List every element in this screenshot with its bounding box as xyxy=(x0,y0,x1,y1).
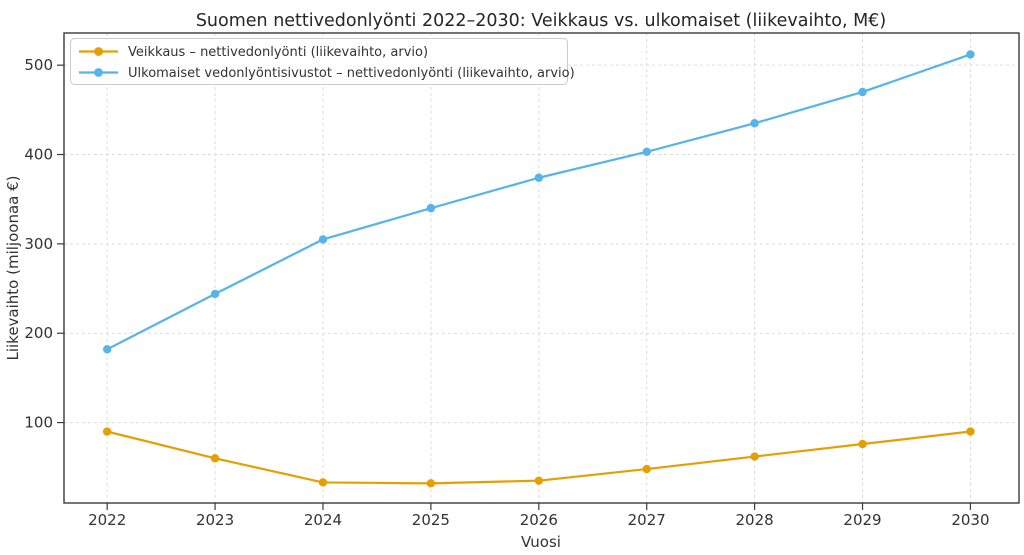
x-tick-label: 2023 xyxy=(196,511,234,529)
data-point-veikkaus-2024 xyxy=(318,478,328,487)
legend-box xyxy=(70,38,568,85)
y-tick-label: 200 xyxy=(24,324,53,342)
legend: Veikkaus – nettivedonlyönti (liikevaihto… xyxy=(70,38,575,85)
series-line-veikkaus xyxy=(106,430,972,485)
x-tick-label: 2024 xyxy=(304,511,342,529)
tick-layer: 2022 2023 2024 2025 2026 2027 2028 2029 2030 100 2… xyxy=(24,56,989,529)
x-axis-label: Vuosi xyxy=(521,533,561,551)
data-point-ulkomaiset-2029 xyxy=(858,87,867,97)
legend-label: Veikkaus – nettivedonlyönti (liikevaihto… xyxy=(128,45,428,60)
data-point-ulkomaiset-2026 xyxy=(534,173,544,182)
y-tick-label: 400 xyxy=(24,146,53,164)
legend-item-ulkomaiset: Ulkomaiset vedonlyöntisivustot – nettive… xyxy=(79,66,575,81)
x-tick-label: 2022 xyxy=(88,511,126,529)
data-point-ulkomaiset-2022 xyxy=(102,345,112,354)
x-tick-label: 2026 xyxy=(520,511,558,529)
legend-item-veikkaus: Veikkaus – nettivedonlyönti (liikevaihto… xyxy=(79,45,428,60)
data-point-ulkomaiset-2025 xyxy=(426,203,436,213)
x-tick-label: 2030 xyxy=(951,511,989,529)
y-tick-label: 500 xyxy=(24,56,53,74)
data-point-veikkaus-2025 xyxy=(426,479,436,488)
data-point-veikkaus-2026 xyxy=(534,476,544,485)
legend-label: Ulkomaiset vedonlyöntisivustot – nettive… xyxy=(128,66,575,81)
chart-title: Suomen nettivedonlyönti 2022–2030: Veikk… xyxy=(196,11,886,31)
grid-layer xyxy=(64,33,1019,503)
data-point-veikkaus-2022 xyxy=(102,427,112,436)
data-point-ulkomaiset-2023 xyxy=(210,289,220,299)
legend-swatch-marker xyxy=(94,47,103,56)
frame-layer xyxy=(63,32,1020,504)
data-point-veikkaus-2029 xyxy=(858,439,867,449)
data-point-ulkomaiset-2027 xyxy=(642,147,651,157)
plot-frame xyxy=(63,32,1020,504)
legend-swatch-marker xyxy=(94,68,103,77)
x-tick-label: 2025 xyxy=(412,511,450,529)
y-tick-label: 300 xyxy=(24,235,53,253)
data-point-veikkaus-2030 xyxy=(966,427,975,436)
data-point-ulkomaiset-2024 xyxy=(318,235,328,244)
x-tick-label: 2027 xyxy=(628,511,666,529)
data-point-veikkaus-2023 xyxy=(210,454,220,463)
data-point-veikkaus-2028 xyxy=(750,452,759,461)
y-tick-label: 100 xyxy=(24,414,53,432)
y-axis-label: Liikevaihto (miljoonaa €) xyxy=(4,175,22,360)
data-point-ulkomaiset-2028 xyxy=(750,119,759,128)
data-point-veikkaus-2027 xyxy=(642,464,651,474)
x-tick-label: 2028 xyxy=(736,511,774,529)
data-point-ulkomaiset-2030 xyxy=(966,50,975,59)
series-layer xyxy=(102,50,975,488)
x-tick-label: 2029 xyxy=(843,511,881,529)
